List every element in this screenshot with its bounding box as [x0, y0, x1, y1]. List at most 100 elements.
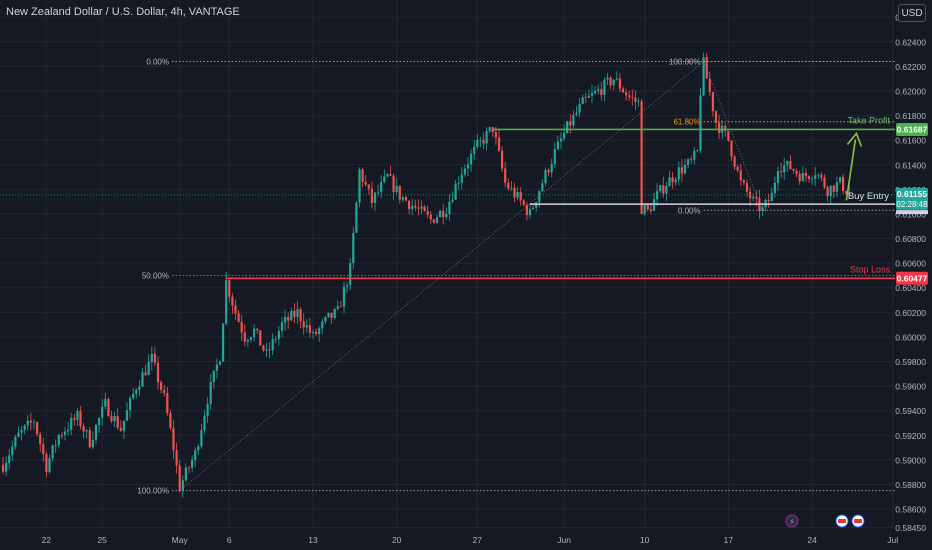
x-tick-label: 20 [392, 535, 402, 545]
candle-body [417, 207, 420, 209]
candle-body [373, 192, 377, 203]
x-tick-label: 13 [308, 535, 318, 545]
candle-body [652, 199, 656, 212]
candle-body [572, 115, 575, 126]
x-tick-label: 27 [473, 535, 483, 545]
candle-body [671, 177, 674, 183]
candle-body [463, 168, 466, 175]
candle-body [739, 170, 742, 181]
stop-loss-tag-bg [896, 271, 928, 285]
candle-body [311, 331, 315, 333]
candle-body [293, 310, 296, 317]
candle-body [172, 428, 175, 451]
candle-body [265, 349, 268, 351]
candle-body [510, 187, 513, 189]
candle-body [668, 177, 671, 187]
candle-body [91, 439, 94, 448]
candle-body [845, 191, 848, 194]
candle-body [380, 181, 383, 192]
candle-body [94, 424, 98, 440]
candle-body [67, 429, 70, 432]
candle-body [532, 207, 535, 209]
candle-body [494, 132, 497, 138]
candle-body [538, 191, 541, 203]
candle-body [256, 328, 259, 331]
candle-body [473, 146, 476, 154]
candle-body [280, 322, 284, 331]
candle-body [327, 312, 330, 318]
y-tick-label: 0.61400 [895, 160, 926, 170]
candle-body [404, 197, 408, 201]
candle-body [98, 418, 101, 425]
candle-body [377, 191, 380, 193]
candle-body [324, 317, 327, 322]
candle-body [305, 325, 308, 328]
candle-body [42, 444, 45, 454]
y-tick-label: 0.60600 [895, 259, 926, 269]
candle-body [150, 353, 153, 362]
candle-body [780, 171, 783, 173]
y-tick-label: 0.58450 [895, 523, 926, 533]
candle-body [364, 181, 367, 185]
candle-body [714, 111, 718, 123]
candle-body [504, 168, 507, 183]
candle-body [367, 184, 370, 189]
candle-body [76, 410, 79, 420]
candle-body [361, 169, 364, 182]
take-profit-tag: 0.61687 [897, 124, 928, 134]
candle-body [497, 137, 501, 151]
y-tick-label: 0.60000 [895, 332, 926, 342]
candle-body [420, 206, 423, 209]
candle-body [640, 101, 643, 214]
grid [0, 0, 894, 530]
candle-body [392, 175, 395, 193]
time-axis[interactable]: 22 25 May 6 13 20 27 Jun 10 17 24 Jul [42, 535, 899, 545]
y-tick-label: 0.59400 [895, 406, 926, 416]
candle-body [820, 174, 823, 178]
currency-button[interactable]: USD [898, 4, 926, 22]
candle-body [835, 182, 838, 192]
y-tick-label: 0.60800 [895, 234, 926, 244]
x-tick-label: 24 [807, 535, 817, 545]
candle-body [767, 200, 770, 202]
y-tick-label: 0.58800 [895, 480, 926, 490]
candle-body [60, 435, 63, 436]
candle-body [330, 312, 333, 318]
candle-body [63, 431, 67, 436]
candle-body [200, 430, 203, 447]
candle-body [119, 427, 122, 431]
candle-body [296, 309, 299, 317]
candle-body [166, 393, 169, 414]
buy-entry-tag [896, 210, 928, 215]
candle-body [237, 313, 240, 322]
candle-body [234, 305, 237, 314]
candle-body [569, 121, 572, 126]
current-price-tag: 0.61155 [897, 189, 928, 199]
stop-loss-label: Stop Loss [850, 264, 891, 274]
y-tick-label: 0.58600 [895, 505, 926, 515]
candle-body [755, 196, 758, 199]
candle-body [606, 77, 609, 80]
candle-body [556, 141, 559, 150]
candle-body [135, 389, 138, 394]
candle-body [160, 382, 163, 390]
candle-body [144, 372, 147, 376]
candle-body [370, 188, 373, 203]
candle-body [206, 404, 209, 416]
candle-body [246, 339, 249, 342]
candle-body [259, 330, 262, 346]
candle-body [618, 78, 621, 89]
candle-body [829, 185, 832, 197]
candle-body [1, 464, 5, 472]
candle-body [23, 425, 26, 430]
candle-body [197, 446, 200, 451]
candle-body [11, 446, 14, 456]
y-tick-label: 0.60200 [895, 308, 926, 318]
y-tick-label: 0.60400 [895, 283, 926, 293]
candle-body [178, 465, 181, 492]
candle-body [628, 95, 631, 98]
candle-body [141, 372, 144, 387]
candle-body [662, 185, 665, 194]
